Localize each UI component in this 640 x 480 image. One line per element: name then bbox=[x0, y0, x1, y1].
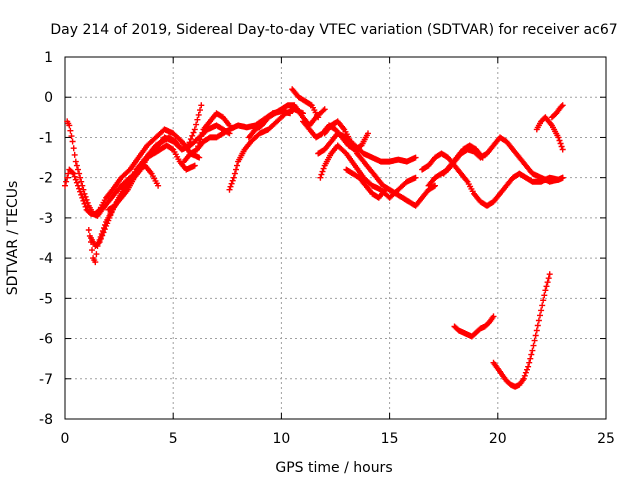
y-tick-labels: -8 -7 -6 -5 -4 -3 -2 -1 0 1 bbox=[39, 50, 53, 428]
y-tick-label: -1 bbox=[39, 130, 53, 146]
series-track-u bbox=[548, 102, 566, 121]
data-point-markers bbox=[490, 271, 553, 390]
x-axis-label: GPS time / hours bbox=[275, 460, 392, 476]
y-axis-label: SDTVAR / TECUs bbox=[5, 181, 21, 296]
data-point-markers bbox=[343, 166, 389, 201]
series-track-t bbox=[533, 114, 566, 153]
data-points bbox=[62, 86, 566, 390]
data-point-markers bbox=[548, 102, 566, 121]
data-point-markers bbox=[440, 142, 486, 177]
plot-frame bbox=[64, 56, 607, 420]
series-track-s bbox=[440, 142, 486, 177]
y-tick-label: -3 bbox=[39, 211, 53, 227]
x-tick-label: 5 bbox=[169, 431, 178, 447]
y-tick-label: -8 bbox=[39, 412, 53, 428]
x-tick-label: 10 bbox=[272, 431, 290, 447]
x-tick-label: 25 bbox=[597, 431, 615, 447]
y-tick-label: -2 bbox=[39, 171, 53, 187]
y-tick-label: -6 bbox=[39, 332, 53, 348]
chart-title: Day 214 of 2019, Sidereal Day-to-day VTE… bbox=[50, 22, 617, 38]
x-tick-label: 20 bbox=[489, 431, 507, 447]
x-tick-labels: 0 5 10 15 20 25 bbox=[61, 431, 615, 447]
series-track-k bbox=[289, 86, 322, 121]
data-point-markers bbox=[289, 86, 322, 121]
data-point-markers bbox=[321, 118, 438, 209]
series-track-w bbox=[490, 271, 553, 390]
series-track-p bbox=[343, 166, 389, 201]
x-tick-label: 0 bbox=[61, 431, 70, 447]
y-tick-label: -5 bbox=[39, 291, 53, 307]
y-tick-label: 1 bbox=[44, 50, 53, 66]
series-track-v bbox=[451, 313, 497, 340]
data-point-markers bbox=[451, 313, 497, 340]
y-tick-label: 0 bbox=[44, 90, 53, 106]
series-track-h bbox=[194, 110, 233, 153]
series-track-o bbox=[321, 118, 438, 209]
y-tick-label: -4 bbox=[39, 251, 53, 267]
y-tick-label: -7 bbox=[39, 372, 53, 388]
x-tick-label: 15 bbox=[381, 431, 399, 447]
data-point-markers bbox=[533, 114, 566, 153]
data-point-markers bbox=[194, 110, 233, 153]
